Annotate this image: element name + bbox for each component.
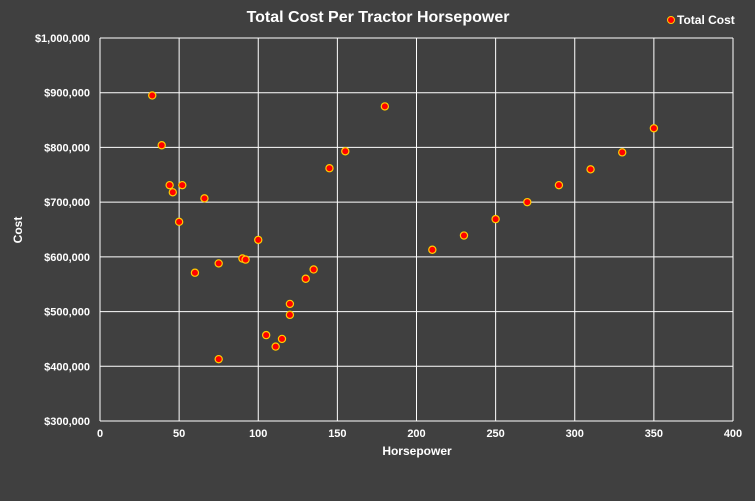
legend-label: Total Cost (677, 13, 735, 27)
x-tick-label: 350 (645, 428, 663, 440)
x-tick-label: 200 (407, 428, 425, 440)
data-point (380, 102, 390, 111)
y-tick-label: $1,000,000 (35, 33, 90, 45)
y-tick-label: $500,000 (44, 307, 90, 319)
x-tick-label: 100 (249, 428, 267, 440)
data-point (174, 217, 184, 227)
x-tick-label: 150 (328, 428, 346, 440)
data-point (428, 245, 437, 254)
chart-title: Total Cost Per Tractor Horsepower (247, 9, 510, 26)
data-point (200, 194, 209, 203)
data-point (254, 235, 263, 245)
y-tick-label: $300,000 (44, 416, 90, 428)
data-point (301, 274, 310, 283)
data-point (168, 188, 177, 197)
gridlines (99, 37, 734, 422)
data-point (157, 141, 166, 150)
data-point (261, 330, 271, 340)
data-point (271, 342, 280, 351)
data-point (148, 91, 157, 100)
x-tick-label: 250 (486, 428, 504, 440)
data-point (554, 180, 564, 190)
data-point (190, 268, 200, 277)
legend-marker (667, 16, 675, 24)
y-axis-title: Cost (11, 217, 25, 244)
data-point (649, 124, 659, 133)
data-point (285, 299, 295, 309)
data-point (285, 310, 295, 320)
x-axis-title: Horsepower (382, 444, 452, 458)
legend: Total Cost (667, 13, 735, 27)
data-point (241, 255, 250, 264)
data-point (459, 231, 469, 240)
tick-labels: 0 50 100 150 200 250 300 350 400 $300,000 $400,000… (35, 33, 742, 440)
y-tick-label: $600,000 (44, 252, 90, 264)
data-point (341, 147, 350, 156)
data-point (178, 180, 187, 190)
y-tick-label: $800,000 (44, 142, 90, 154)
y-tick-label: $900,000 (44, 88, 90, 100)
data-point (325, 164, 334, 173)
data-point (618, 148, 627, 157)
y-tick-label: $700,000 (44, 197, 90, 209)
data-point (491, 214, 500, 224)
data-point (309, 265, 318, 274)
data-point (214, 354, 223, 364)
data-point (523, 197, 532, 207)
data-points (148, 91, 659, 364)
x-tick-label: 50 (173, 428, 185, 440)
data-point (277, 334, 287, 344)
x-tick-label: 300 (566, 428, 584, 440)
data-point (586, 165, 595, 174)
x-tick-label: 400 (724, 428, 742, 440)
data-point (214, 259, 223, 268)
data-point (165, 180, 174, 190)
x-tick-label: 0 (97, 428, 103, 440)
y-tick-label: $400,000 (44, 361, 90, 373)
